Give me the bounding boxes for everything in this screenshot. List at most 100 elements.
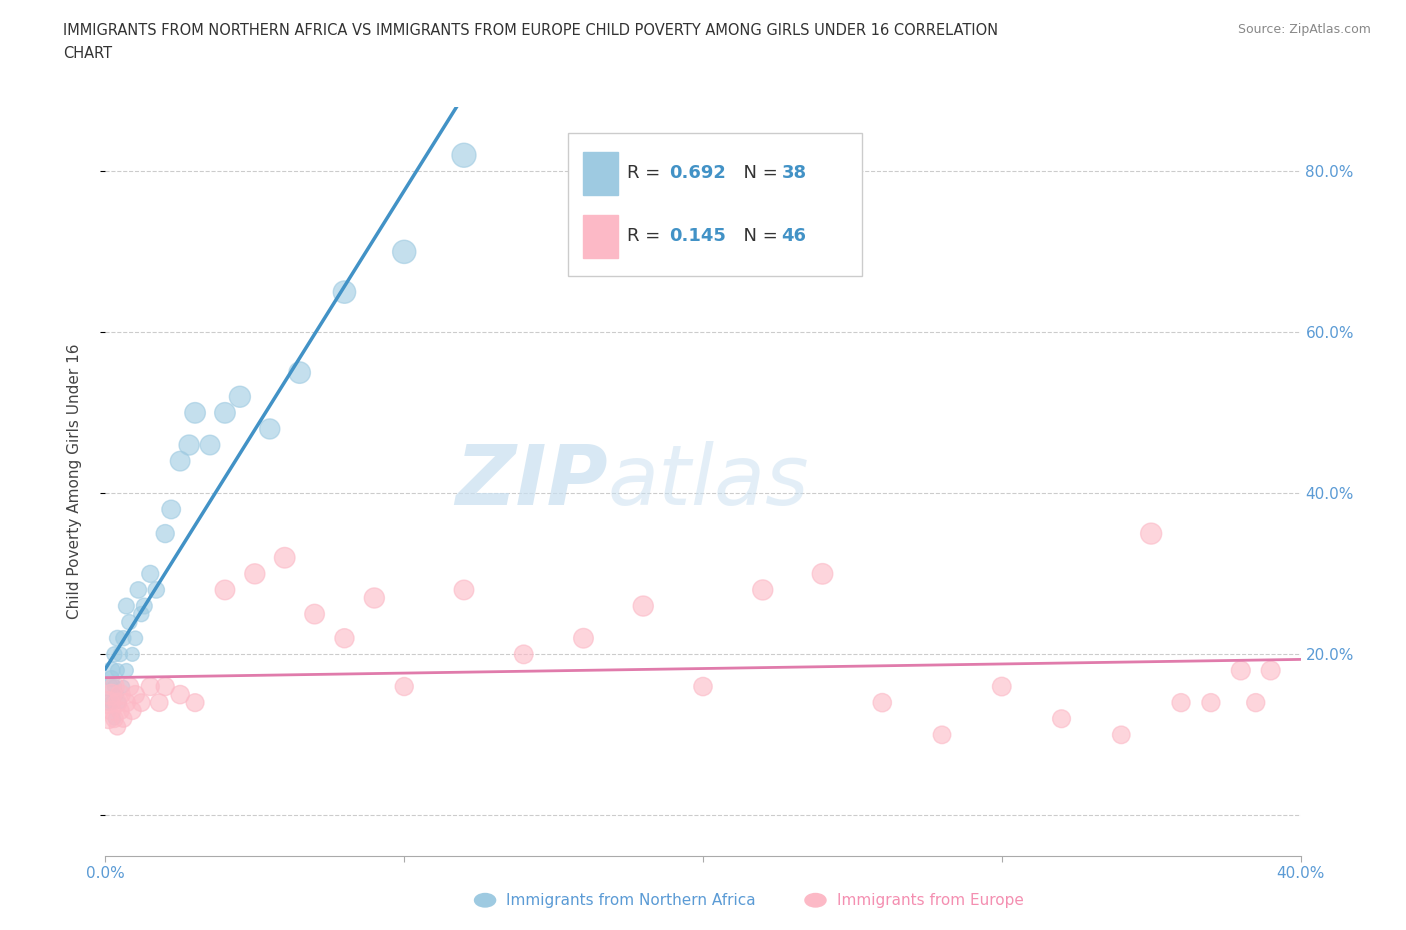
Point bbox=[229, 390, 252, 405]
Point bbox=[692, 679, 714, 694]
Point bbox=[363, 591, 385, 605]
Point bbox=[110, 647, 132, 662]
Text: 38: 38 bbox=[782, 165, 807, 182]
Point bbox=[129, 606, 153, 621]
Point bbox=[872, 696, 894, 711]
Point bbox=[97, 679, 120, 694]
Point bbox=[97, 711, 120, 726]
Point bbox=[169, 687, 191, 702]
Point bbox=[243, 566, 266, 581]
Text: 46: 46 bbox=[782, 227, 807, 246]
Point bbox=[118, 679, 141, 694]
Point bbox=[97, 696, 120, 711]
Point bbox=[214, 405, 236, 420]
Point bbox=[107, 663, 129, 678]
Point bbox=[139, 566, 162, 581]
Point bbox=[124, 687, 146, 702]
Point bbox=[633, 599, 655, 614]
Point bbox=[112, 679, 135, 694]
Point bbox=[103, 679, 125, 694]
Point bbox=[103, 679, 125, 694]
Point bbox=[1170, 696, 1192, 711]
Point bbox=[1111, 727, 1133, 742]
Point bbox=[394, 245, 416, 259]
Point bbox=[304, 606, 326, 621]
Point bbox=[453, 582, 475, 597]
Point bbox=[107, 720, 129, 735]
Point bbox=[110, 703, 132, 718]
Point bbox=[288, 365, 311, 380]
Point bbox=[990, 679, 1012, 694]
Point bbox=[751, 582, 773, 597]
Point bbox=[107, 631, 129, 645]
Point bbox=[110, 687, 132, 702]
Point bbox=[453, 148, 475, 163]
Point bbox=[931, 727, 953, 742]
Point bbox=[1229, 663, 1253, 678]
Point bbox=[100, 663, 122, 678]
Point bbox=[160, 502, 183, 517]
Text: Source: ZipAtlas.com: Source: ZipAtlas.com bbox=[1237, 23, 1371, 36]
Point bbox=[112, 711, 135, 726]
Point bbox=[115, 663, 138, 678]
Point bbox=[100, 696, 122, 711]
Point bbox=[129, 696, 153, 711]
Point bbox=[1199, 696, 1222, 711]
Point bbox=[513, 647, 536, 662]
Text: CHART: CHART bbox=[63, 46, 112, 61]
Point bbox=[572, 631, 595, 645]
Text: Immigrants from Northern Africa: Immigrants from Northern Africa bbox=[506, 893, 756, 908]
Point bbox=[121, 703, 143, 718]
Point bbox=[259, 421, 281, 436]
Text: N =: N = bbox=[733, 165, 783, 182]
Point bbox=[121, 647, 143, 662]
Point bbox=[134, 599, 156, 614]
Point bbox=[107, 696, 129, 711]
Text: 0.692: 0.692 bbox=[669, 165, 725, 182]
Point bbox=[177, 438, 201, 453]
Point bbox=[100, 687, 122, 702]
Point bbox=[214, 582, 236, 597]
Point bbox=[155, 526, 177, 541]
Text: R =: R = bbox=[627, 227, 666, 246]
Point bbox=[145, 582, 167, 597]
Point bbox=[184, 696, 207, 711]
Point bbox=[184, 405, 207, 420]
Text: Immigrants from Europe: Immigrants from Europe bbox=[837, 893, 1024, 908]
Text: 0.145: 0.145 bbox=[669, 227, 725, 246]
Point bbox=[148, 696, 170, 711]
Point bbox=[394, 679, 416, 694]
Point bbox=[333, 631, 356, 645]
Point bbox=[118, 615, 141, 630]
Point bbox=[169, 454, 191, 469]
Point bbox=[103, 647, 125, 662]
Point bbox=[273, 551, 295, 565]
Point bbox=[1244, 696, 1267, 711]
Point bbox=[115, 599, 138, 614]
Point bbox=[115, 696, 138, 711]
Point bbox=[107, 687, 129, 702]
Point bbox=[97, 696, 120, 711]
Text: IMMIGRANTS FROM NORTHERN AFRICA VS IMMIGRANTS FROM EUROPE CHILD POVERTY AMONG GI: IMMIGRANTS FROM NORTHERN AFRICA VS IMMIG… bbox=[63, 23, 998, 38]
Point bbox=[124, 631, 146, 645]
Point bbox=[155, 679, 177, 694]
Point bbox=[139, 679, 162, 694]
Point bbox=[100, 671, 122, 686]
Point bbox=[1050, 711, 1073, 726]
Point bbox=[1260, 663, 1282, 678]
Point bbox=[333, 285, 356, 299]
Text: ZIP: ZIP bbox=[454, 441, 607, 522]
Point bbox=[103, 711, 125, 726]
Point bbox=[110, 696, 132, 711]
Point bbox=[103, 711, 125, 726]
Y-axis label: Child Poverty Among Girls Under 16: Child Poverty Among Girls Under 16 bbox=[67, 343, 82, 619]
Point bbox=[1140, 526, 1163, 541]
Point bbox=[198, 438, 221, 453]
Text: atlas: atlas bbox=[607, 441, 808, 522]
Point bbox=[127, 582, 149, 597]
Text: N =: N = bbox=[733, 227, 783, 246]
Point bbox=[811, 566, 834, 581]
Point bbox=[112, 631, 135, 645]
Point bbox=[100, 703, 122, 718]
Text: R =: R = bbox=[627, 165, 666, 182]
